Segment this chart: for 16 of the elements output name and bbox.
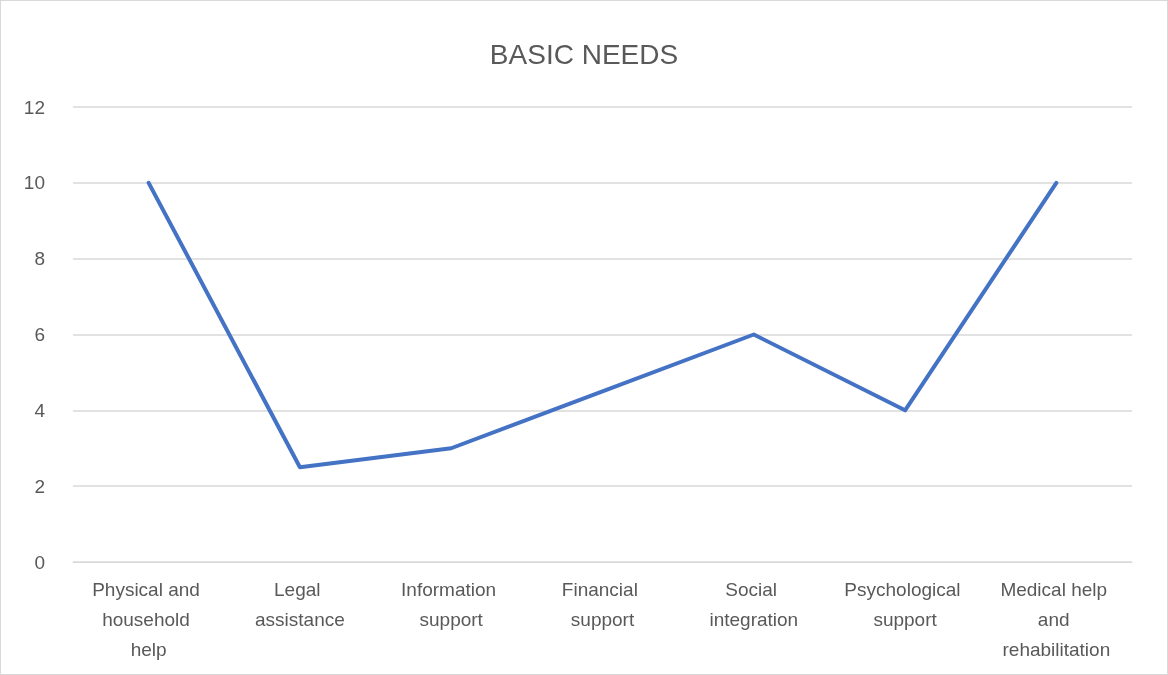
- x-tick-label: Medical help and rehabilitation: [1000, 578, 1113, 660]
- y-tick-label: 0: [34, 551, 45, 573]
- x-tick-label: Social integration: [709, 578, 799, 630]
- line-series: [146, 180, 1059, 470]
- y-tick-label: 4: [34, 399, 46, 421]
- y-tick-label: 12: [23, 96, 45, 118]
- y-tick-label: 2: [34, 475, 45, 497]
- x-tick-label: Financial support: [561, 578, 644, 630]
- y-tick-label: 6: [34, 324, 45, 345]
- y-tick-label: 8: [34, 248, 45, 270]
- y-tick-label: 10: [23, 172, 45, 194]
- x-tick-label: Information support: [401, 578, 502, 630]
- chart-title: BASIC NEEDS: [489, 38, 679, 70]
- x-tick-label: Psychological support: [844, 578, 966, 630]
- x-tick-label: Physical and household help: [92, 578, 206, 660]
- x-tick-label: Legal assistance: [255, 578, 345, 630]
